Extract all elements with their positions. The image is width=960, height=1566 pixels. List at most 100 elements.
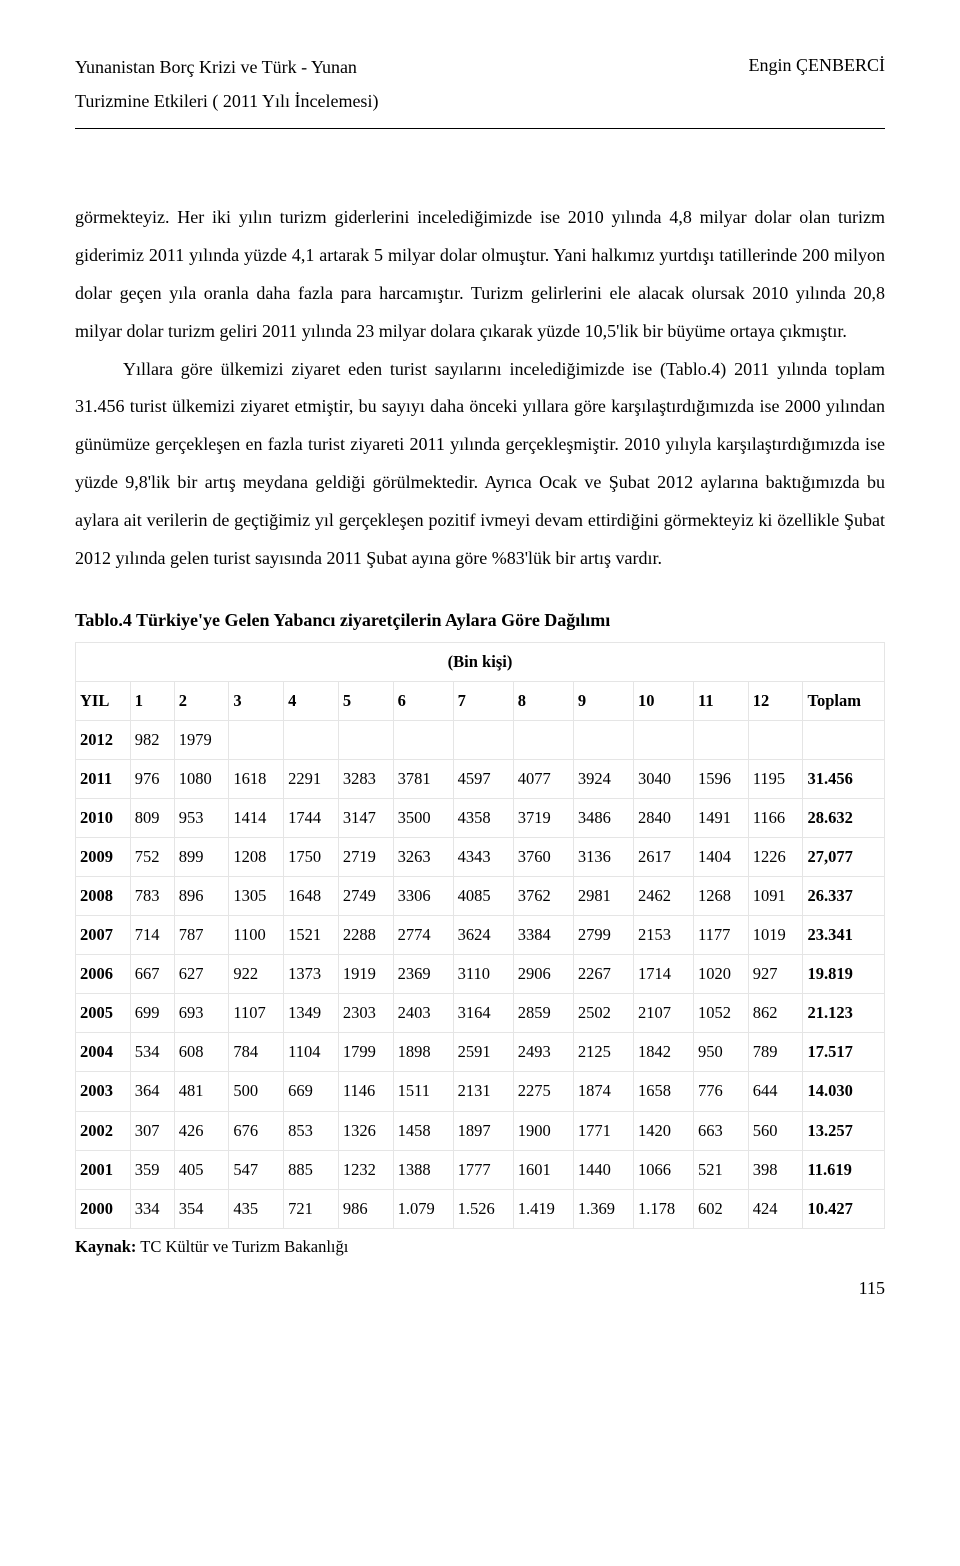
source-label: Kaynak: (75, 1237, 136, 1256)
table-cell: 2008 (76, 877, 131, 916)
table-cell: 2617 (633, 838, 693, 877)
table-cell: 424 (748, 1189, 803, 1228)
table-cell: 10.427 (803, 1189, 885, 1228)
table-cell: 1744 (284, 799, 339, 838)
table-cell: 2001 (76, 1150, 131, 1189)
table-cell: 1052 (694, 994, 749, 1033)
table-cell: 1305 (229, 877, 284, 916)
table-row: 2002307426676853132614581897190017711420… (76, 1111, 885, 1150)
table-cell: 26.337 (803, 877, 885, 916)
table-cell: 334 (130, 1189, 174, 1228)
table-cell: 1658 (633, 1072, 693, 1111)
table-cell: 405 (174, 1150, 229, 1189)
table-cell: 1177 (694, 916, 749, 955)
table-row: 2007714787110015212288277436243384279921… (76, 916, 885, 955)
table-cell (229, 721, 284, 760)
table-cell: 521 (694, 1150, 749, 1189)
table-cell: 3136 (573, 838, 633, 877)
table-cell: 608 (174, 1033, 229, 1072)
table-cell: 364 (130, 1072, 174, 1111)
table-cell: 714 (130, 916, 174, 955)
table-cell: 14.030 (803, 1072, 885, 1111)
table-cell (338, 721, 393, 760)
table-cell: 1080 (174, 760, 229, 799)
table-cell: 1750 (284, 838, 339, 877)
table-cell: 4085 (453, 877, 513, 916)
table-cell: 481 (174, 1072, 229, 1111)
table-cell: 1440 (573, 1150, 633, 1189)
table-cell: 1404 (694, 838, 749, 877)
table-cell: 1208 (229, 838, 284, 877)
table-cell: 1842 (633, 1033, 693, 1072)
table-cell: 1491 (694, 799, 749, 838)
table-cell (513, 721, 573, 760)
table-cell: 359 (130, 1150, 174, 1189)
table-cell: 2502 (573, 994, 633, 1033)
table-row: 2001359405547885123213881777160114401066… (76, 1150, 885, 1189)
table-cell (393, 721, 453, 760)
table-cell: 3719 (513, 799, 573, 838)
table-cell: 500 (229, 1072, 284, 1111)
table-cell: 1771 (573, 1111, 633, 1150)
table-cell: 853 (284, 1111, 339, 1150)
table-cell: 1066 (633, 1150, 693, 1189)
table-cell: 2859 (513, 994, 573, 1033)
table-cell: 787 (174, 916, 229, 955)
table-cell: 3486 (573, 799, 633, 838)
table-cell: 2303 (338, 994, 393, 1033)
table-cell: 1.079 (393, 1189, 453, 1228)
source-text: TC Kültür ve Turizm Bakanlığı (136, 1237, 348, 1256)
table-cell: 1714 (633, 955, 693, 994)
table-cell: 11.619 (803, 1150, 885, 1189)
table-cell: 986 (338, 1189, 393, 1228)
table-cell: 950 (694, 1033, 749, 1072)
table-row: 2005699693110713492303240331642859250221… (76, 994, 885, 1033)
table-cell: 1618 (229, 760, 284, 799)
table-cell: 2840 (633, 799, 693, 838)
table-cell: 922 (229, 955, 284, 994)
table-cell: 4343 (453, 838, 513, 877)
table-cell: 560 (748, 1111, 803, 1150)
data-table: (Bin kişi) YIL123456789101112Toplam 2012… (75, 642, 885, 1229)
table-row: 2008783896130516482749330640853762298124… (76, 877, 885, 916)
table-cell: 354 (174, 1189, 229, 1228)
table-cell: 3306 (393, 877, 453, 916)
table-cell: 1521 (284, 916, 339, 955)
paragraph-1: görmekteyiz. Her iki yılın turizm giderl… (75, 199, 885, 350)
table-cell: 2003 (76, 1072, 131, 1111)
table-header-row: YIL123456789101112Toplam (76, 681, 885, 720)
table-cell: 2107 (633, 994, 693, 1033)
header-title-line1: Yunanistan Borç Krizi ve Türk - Yunan (75, 50, 378, 84)
body-text: görmekteyiz. Her iki yılın turizm giderl… (75, 199, 885, 577)
visitors-table: (Bin kişi) YIL123456789101112Toplam 2012… (75, 642, 885, 1229)
table-cell: 2799 (573, 916, 633, 955)
table-cell: 13.257 (803, 1111, 885, 1150)
table-cell: 899 (174, 838, 229, 877)
table-cell: 21.123 (803, 994, 885, 1033)
table-cell: 982 (130, 721, 174, 760)
table-cell: 547 (229, 1150, 284, 1189)
header-title: Yunanistan Borç Krizi ve Türk - Yunan Tu… (75, 50, 378, 118)
table-cell: 2009 (76, 838, 131, 877)
table-cell: 2000 (76, 1189, 131, 1228)
table-cell: 1.369 (573, 1189, 633, 1228)
table-cell: 534 (130, 1033, 174, 1072)
table-cell: 1596 (694, 760, 749, 799)
table-cell: 1458 (393, 1111, 453, 1150)
table-cell: 2493 (513, 1033, 573, 1072)
table-cell: 1104 (284, 1033, 339, 1072)
table-cell: 953 (174, 799, 229, 838)
table-cell: 627 (174, 955, 229, 994)
table-cell: 1874 (573, 1072, 633, 1111)
table-cell: 1166 (748, 799, 803, 838)
table-row: 2011976108016182291328337814597407739243… (76, 760, 885, 799)
table-cell: 31.456 (803, 760, 885, 799)
table-cell: 1897 (453, 1111, 513, 1150)
table-cell (284, 721, 339, 760)
table-column-header: 11 (694, 681, 749, 720)
table-cell: 1511 (393, 1072, 453, 1111)
table-cell: 3110 (453, 955, 513, 994)
table-cell: 3624 (453, 916, 513, 955)
table-cell: 1601 (513, 1150, 573, 1189)
table-cell: 669 (284, 1072, 339, 1111)
